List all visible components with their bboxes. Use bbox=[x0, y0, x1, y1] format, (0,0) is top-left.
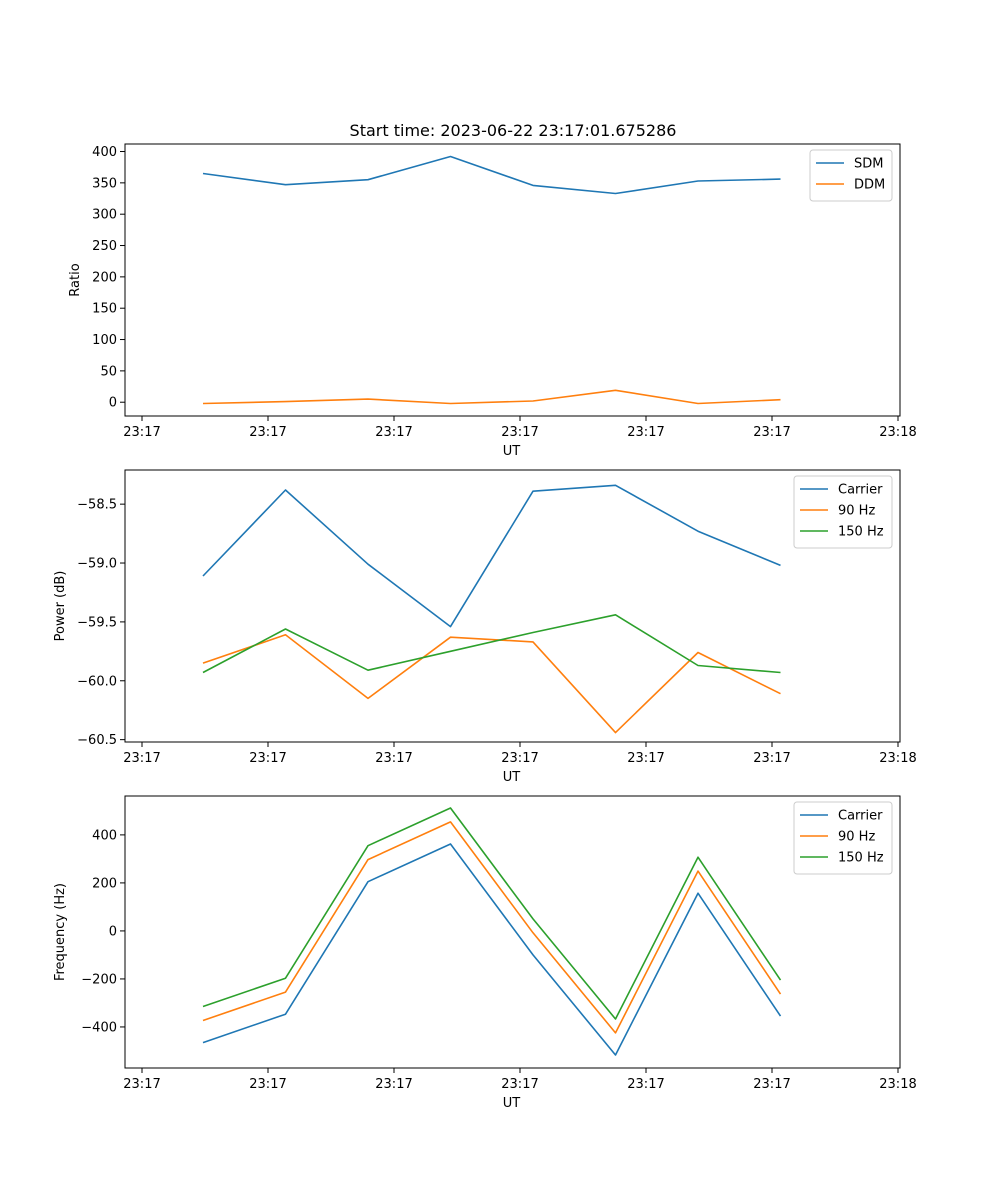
x-tick-label: 23:17 bbox=[249, 425, 286, 440]
x-tick-label: 23:17 bbox=[753, 425, 790, 440]
x-tick-label: 23:17 bbox=[123, 1077, 160, 1092]
legend-label-150-hz: 150 Hz bbox=[838, 525, 884, 540]
series-line-90-hz bbox=[202, 633, 781, 734]
legend-label-90-hz: 90 Hz bbox=[838, 504, 875, 519]
legend-box bbox=[793, 801, 893, 875]
axes-frame bbox=[124, 795, 901, 1069]
x-tick-label: 23:18 bbox=[879, 751, 916, 766]
y-tick-label: 350 bbox=[92, 176, 117, 191]
y-axis-label: Power (dB) bbox=[53, 571, 68, 642]
axes-frame bbox=[124, 469, 901, 743]
x-tick-label: 23:17 bbox=[249, 751, 286, 766]
y-tick-label: 200 bbox=[92, 876, 117, 891]
y-tick-label: −58.5 bbox=[77, 498, 117, 513]
y-tick-label: 0 bbox=[109, 924, 117, 939]
y-tick-label: −60.5 bbox=[77, 733, 117, 748]
panel-3: 23:17 23:17 23:17 23:17 23:17 23:17 23:18 −400 −… bbox=[53, 795, 917, 1111]
x-tick-label: 23:17 bbox=[501, 425, 538, 440]
legend-label-carrier: Carrier bbox=[838, 809, 883, 824]
x-tick-label: 23:17 bbox=[627, 751, 664, 766]
legend-label-carrier: Carrier bbox=[838, 483, 883, 498]
axes-frame bbox=[124, 143, 901, 417]
y-axis-label: Frequency (Hz) bbox=[53, 883, 68, 981]
legend-label-sdm: SDM bbox=[854, 157, 883, 172]
panel-2: 23:17 23:17 23:17 23:17 23:17 23:17 23:18 −58.5… bbox=[53, 469, 917, 785]
y-tick-label: −200 bbox=[81, 972, 117, 987]
y-tick-label: 200 bbox=[92, 270, 117, 285]
x-tick-label: 23:17 bbox=[501, 1077, 538, 1092]
x-tick-label: 23:17 bbox=[627, 1077, 664, 1092]
y-tick-label: −59.0 bbox=[77, 557, 117, 572]
legend-label-150-hz: 150 Hz bbox=[838, 851, 884, 866]
x-tick-label: 23:17 bbox=[123, 751, 160, 766]
x-tick-label: 23:17 bbox=[375, 1077, 412, 1092]
x-axis-label: UT bbox=[503, 770, 521, 785]
x-axis-label: UT bbox=[503, 1096, 521, 1111]
y-tick-label: 250 bbox=[92, 239, 117, 254]
y-tick-label: 50 bbox=[100, 364, 117, 379]
series-line-carrier bbox=[202, 484, 781, 628]
y-tick-label: −400 bbox=[81, 1020, 117, 1035]
legend-label-ddm: DDM bbox=[854, 178, 885, 193]
y-tick-label: −59.5 bbox=[77, 615, 117, 630]
series-line-ddm bbox=[202, 389, 781, 405]
x-tick-label: 23:17 bbox=[501, 751, 538, 766]
x-tick-label: 23:17 bbox=[753, 751, 790, 766]
figure-title: Start time: 2023-06-22 23:17:01.675286 bbox=[350, 121, 677, 140]
y-tick-label: 0 bbox=[109, 396, 117, 411]
y-tick-label: 400 bbox=[92, 828, 117, 843]
legend: Carrier 90 Hz 150 Hz bbox=[793, 475, 893, 549]
series-line-90-hz bbox=[202, 821, 782, 1034]
y-axis-label: Ratio bbox=[68, 263, 83, 296]
y-tick-label: 400 bbox=[92, 145, 117, 160]
y-tick-label: 300 bbox=[92, 208, 117, 223]
legend: Carrier 90 Hz 150 Hz bbox=[793, 801, 893, 875]
series-line-150-hz bbox=[202, 613, 781, 674]
x-tick-label: 23:17 bbox=[375, 751, 412, 766]
legend-box bbox=[793, 475, 893, 549]
x-axis-label: UT bbox=[503, 444, 521, 459]
x-tick-label: 23:17 bbox=[753, 1077, 790, 1092]
series-line-sdm bbox=[202, 155, 781, 195]
series-line-150-hz bbox=[202, 807, 782, 1020]
x-tick-label: 23:18 bbox=[879, 425, 916, 440]
legend: SDM DDM bbox=[809, 149, 893, 202]
x-tick-label: 23:17 bbox=[627, 425, 664, 440]
panel-1: 23:17 23:17 23:17 23:17 23:17 23:17 23:18 0 50 10… bbox=[68, 143, 917, 459]
y-tick-label: −60.0 bbox=[77, 674, 117, 689]
series-line-carrier bbox=[202, 843, 782, 1056]
legend-label-90-hz: 90 Hz bbox=[838, 830, 875, 845]
y-tick-label: 150 bbox=[92, 302, 117, 317]
x-tick-label: 23:18 bbox=[879, 1077, 916, 1092]
y-tick-label: 100 bbox=[92, 333, 117, 348]
x-tick-label: 23:17 bbox=[249, 1077, 286, 1092]
x-tick-label: 23:17 bbox=[375, 425, 412, 440]
x-tick-label: 23:17 bbox=[123, 425, 160, 440]
